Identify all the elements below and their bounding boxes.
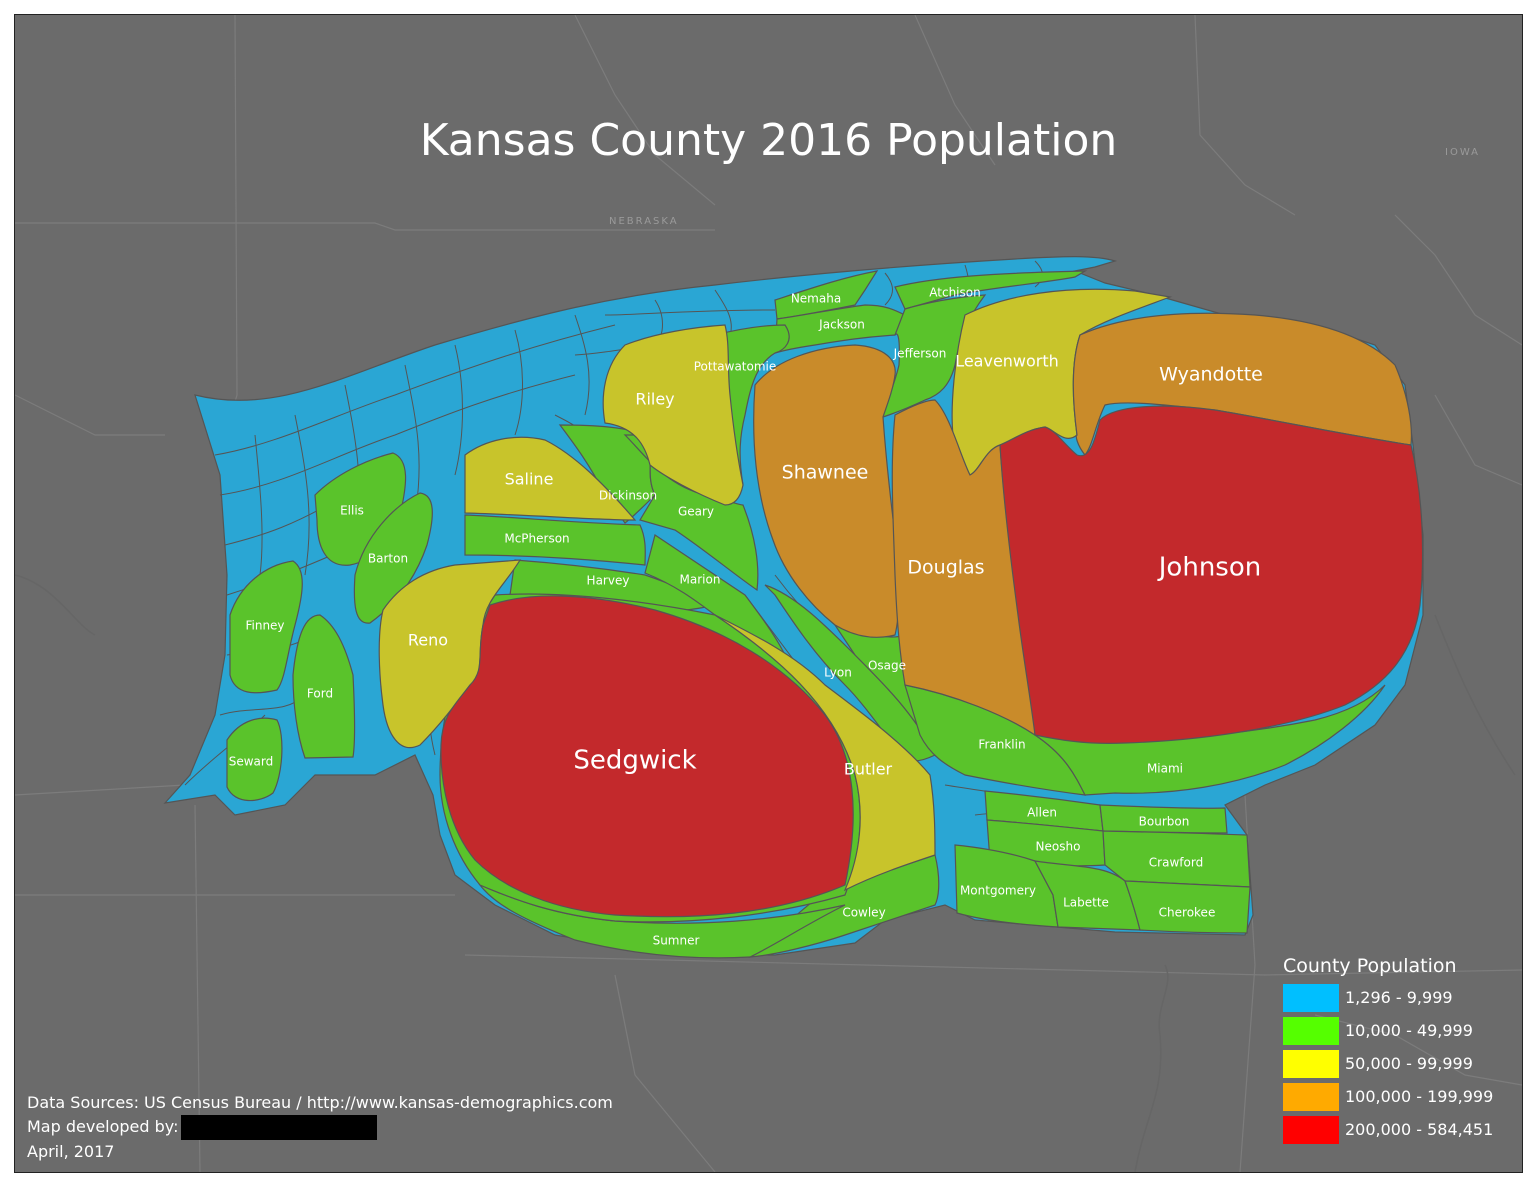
label-wyandotte: Wyandotte <box>1159 364 1263 386</box>
background-state-borders <box>15 15 1522 1172</box>
county-mcpherson-shape[interactable] <box>464 514 646 566</box>
label-butler: Butler <box>844 760 893 779</box>
legend: County Population 1,296 - 9,999 10,000 -… <box>1283 955 1513 1146</box>
label-ellis: Ellis <box>340 504 364 518</box>
label-marion: Marion <box>680 573 721 587</box>
label-montgomery: Montgomery <box>960 884 1036 898</box>
county-jefferson-shape[interactable] <box>882 294 987 418</box>
credits: Data Sources: US Census Bureau / http://… <box>27 1091 613 1164</box>
label-sumner: Sumner <box>653 934 700 948</box>
label-jackson: Jackson <box>818 318 865 332</box>
label-barton: Barton <box>368 552 408 566</box>
label-neosho: Neosho <box>1036 840 1081 854</box>
redacted-name-box <box>180 1115 377 1140</box>
legend-swatch-tier-1 <box>1283 983 1339 1012</box>
label-finney: Finney <box>245 619 284 633</box>
legend-swatch-tier-2 <box>1283 1016 1339 1045</box>
county-geary-shape[interactable] <box>623 434 759 592</box>
county-seward-shape[interactable] <box>226 717 283 802</box>
developer-line: Map developed by: <box>27 1115 613 1140</box>
label-seward: Seward <box>229 755 274 769</box>
developer-label: Map developed by: <box>27 1117 179 1136</box>
label-mcpherson: McPherson <box>504 532 569 546</box>
label-jefferson: Jefferson <box>893 347 947 361</box>
tier-4-counties <box>753 312 1412 737</box>
county-cherokee-shape[interactable] <box>1124 880 1251 934</box>
legend-label: 100,000 - 199,999 <box>1345 1087 1494 1106</box>
label-lyon: Lyon <box>824 666 852 680</box>
legend-item: 200,000 - 584,451 <box>1283 1113 1513 1146</box>
legend-label: 200,000 - 584,451 <box>1345 1120 1494 1139</box>
label-cowley: Cowley <box>842 906 885 920</box>
legend-item: 100,000 - 199,999 <box>1283 1080 1513 1113</box>
legend-label: 50,000 - 99,999 <box>1345 1054 1473 1073</box>
county-finney-shape[interactable] <box>229 560 303 694</box>
county-lyon-shape[interactable] <box>764 584 936 762</box>
label-franklin: Franklin <box>978 738 1025 752</box>
state-label-nebraska: NEBRASKA <box>609 216 679 227</box>
county-barton-shape[interactable] <box>353 492 433 624</box>
label-douglas: Douglas <box>907 557 984 579</box>
label-saline: Saline <box>505 470 554 489</box>
label-geary: Geary <box>678 505 714 519</box>
background-rivers <box>15 574 1516 1172</box>
county-riley-shape[interactable] <box>602 324 744 506</box>
label-johnson: Johnson <box>1157 553 1261 583</box>
label-reno: Reno <box>408 631 448 650</box>
map-title: Kansas County 2016 Population <box>419 115 1118 166</box>
legend-item: 1,296 - 9,999 <box>1283 981 1513 1014</box>
legend-label: 1,296 - 9,999 <box>1345 988 1453 1007</box>
label-crawford: Crawford <box>1149 856 1203 870</box>
label-leavenworth: Leavenworth <box>955 352 1059 371</box>
label-bourbon: Bourbon <box>1139 815 1190 829</box>
legend-swatch-tier-5 <box>1283 1115 1339 1144</box>
county-sedgwick-shape[interactable] <box>440 595 854 918</box>
label-osage: Osage <box>868 659 906 673</box>
state-label-iowa: IOWA <box>1445 147 1481 158</box>
label-shawnee: Shawnee <box>782 462 869 484</box>
label-labette: Labette <box>1063 896 1109 910</box>
data-sources-text: Data Sources: US Census Bureau / http://… <box>27 1093 613 1112</box>
legend-swatch-tier-3 <box>1283 1049 1339 1078</box>
label-ford: Ford <box>307 687 333 701</box>
legend-item: 50,000 - 99,999 <box>1283 1047 1513 1080</box>
label-miami: Miami <box>1147 762 1183 776</box>
legend-item: 10,000 - 49,999 <box>1283 1014 1513 1047</box>
county-atchison-shape[interactable] <box>894 270 1088 310</box>
county-butler-shape[interactable] <box>714 614 936 892</box>
map-frame: Johnson Sedgwick Wyandotte Shawnee Dougl… <box>14 14 1523 1173</box>
label-atchison: Atchison <box>929 286 980 300</box>
county-johnson-shape[interactable] <box>999 405 1424 744</box>
label-nemaha: Nemaha <box>791 292 841 306</box>
legend-label: 10,000 - 49,999 <box>1345 1021 1473 1040</box>
label-riley: Riley <box>635 390 674 409</box>
label-harvey: Harvey <box>587 574 630 588</box>
date-text: April, 2017 <box>27 1142 115 1161</box>
label-sedgwick: Sedgwick <box>573 746 696 776</box>
county-saline-shape[interactable] <box>464 436 637 521</box>
tier-5-counties <box>440 405 1424 918</box>
legend-title: County Population <box>1283 955 1457 977</box>
legend-swatch-tier-4 <box>1283 1082 1339 1111</box>
county-ford-shape[interactable] <box>292 614 356 759</box>
tier-3-counties <box>378 288 1173 892</box>
label-allen: Allen <box>1027 806 1057 820</box>
label-dickinson: Dickinson <box>599 489 657 503</box>
cartogram-map[interactable]: Johnson Sedgwick Wyandotte Shawnee Dougl… <box>15 15 1522 1172</box>
label-pottawatomie: Pottawatomie <box>694 360 777 374</box>
county-labels: Johnson Sedgwick Wyandotte Shawnee Dougl… <box>229 286 1263 948</box>
label-cherokee: Cherokee <box>1159 906 1216 920</box>
